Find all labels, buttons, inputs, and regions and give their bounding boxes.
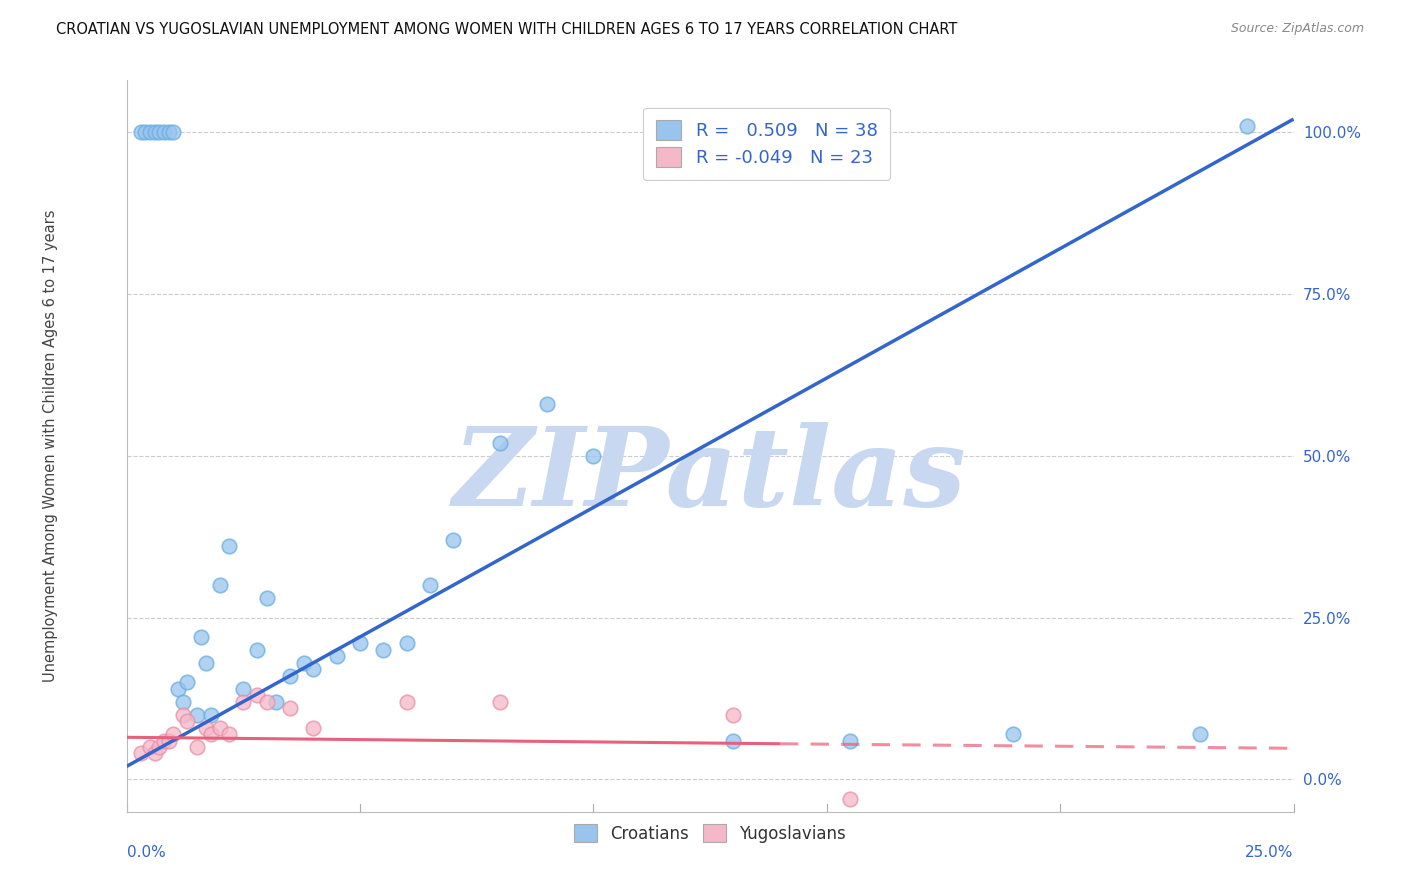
Point: [200, 727, 222, 741]
Point: [190, 630, 212, 644]
Point: [1189, 727, 1212, 741]
Point: [167, 681, 190, 696]
Point: [218, 727, 240, 741]
Point: [186, 739, 208, 754]
Point: [218, 539, 240, 553]
Point: [172, 707, 194, 722]
Point: [536, 397, 558, 411]
Point: [186, 707, 208, 722]
Point: [839, 791, 862, 805]
Point: [373, 643, 395, 657]
Point: [278, 701, 301, 715]
Point: [176, 714, 198, 728]
Text: 0.0%: 0.0%: [127, 845, 166, 860]
Point: [194, 721, 217, 735]
Point: [208, 721, 231, 735]
Point: [489, 695, 512, 709]
Point: [143, 747, 166, 761]
Point: [1236, 119, 1258, 133]
Point: [292, 656, 315, 670]
Point: [162, 125, 184, 139]
Point: [162, 727, 184, 741]
Point: [200, 707, 222, 722]
Point: [441, 533, 464, 547]
Point: [278, 669, 301, 683]
Point: [325, 649, 347, 664]
Point: [723, 733, 745, 747]
Point: [1002, 727, 1025, 741]
Point: [194, 656, 217, 670]
Point: [134, 125, 156, 139]
Point: [129, 747, 152, 761]
Point: [723, 707, 745, 722]
Point: [148, 739, 170, 754]
Point: [153, 733, 176, 747]
Point: [157, 733, 180, 747]
Point: [489, 435, 512, 450]
Point: [419, 578, 441, 592]
Point: [264, 695, 287, 709]
Legend: Croatians, Yugoslavians: Croatians, Yugoslavians: [565, 815, 855, 851]
Text: Unemployment Among Women with Children Ages 6 to 17 years: Unemployment Among Women with Children A…: [44, 210, 58, 682]
Point: [256, 591, 278, 606]
Point: [256, 695, 278, 709]
Point: [395, 695, 418, 709]
Point: [139, 125, 162, 139]
Point: [395, 636, 418, 650]
Point: [148, 125, 170, 139]
Text: ZIPatlas: ZIPatlas: [453, 422, 967, 529]
Point: [582, 449, 605, 463]
Point: [139, 739, 162, 754]
Point: [176, 675, 198, 690]
Point: [302, 721, 325, 735]
Point: [143, 125, 166, 139]
Point: [232, 681, 254, 696]
Text: Source: ZipAtlas.com: Source: ZipAtlas.com: [1230, 22, 1364, 36]
Point: [246, 643, 269, 657]
Point: [839, 733, 862, 747]
Point: [302, 662, 325, 676]
Point: [246, 688, 269, 702]
Point: [172, 695, 194, 709]
Point: [232, 695, 254, 709]
Point: [349, 636, 371, 650]
Point: [153, 125, 176, 139]
Point: [208, 578, 231, 592]
Text: CROATIAN VS YUGOSLAVIAN UNEMPLOYMENT AMONG WOMEN WITH CHILDREN AGES 6 TO 17 YEAR: CROATIAN VS YUGOSLAVIAN UNEMPLOYMENT AMO…: [56, 22, 957, 37]
Point: [129, 125, 152, 139]
Point: [157, 125, 180, 139]
Text: 25.0%: 25.0%: [1246, 845, 1294, 860]
